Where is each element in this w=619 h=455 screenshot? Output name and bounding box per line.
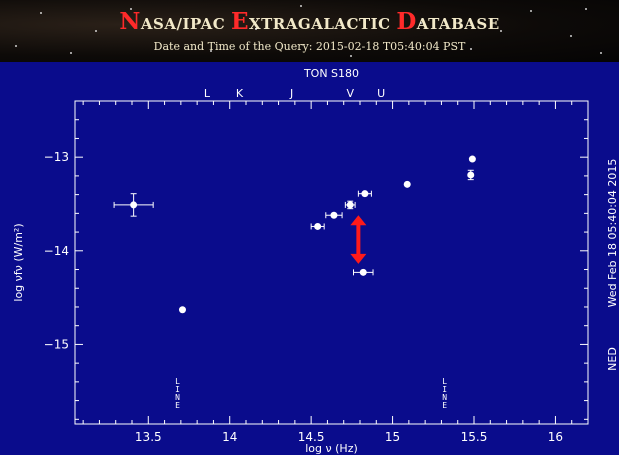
star-decoration — [255, 28, 257, 30]
red-double-arrow — [350, 215, 367, 264]
data-point — [467, 169, 475, 181]
data-marker — [346, 201, 354, 209]
arrow-head-down — [350, 253, 367, 264]
title-capital-letter: D — [396, 8, 417, 35]
data-point — [357, 190, 372, 198]
star-decoration — [570, 35, 572, 37]
star-decoration — [70, 52, 72, 54]
title-capital-letter: N — [119, 8, 141, 35]
title-word-rest: XTRAGALACTIC — [248, 15, 397, 33]
star-decoration — [130, 8, 132, 10]
x-tick-label: 15.5 — [461, 430, 488, 444]
photometric-band-label: J — [289, 87, 293, 100]
photometric-band-label: U — [377, 87, 385, 100]
x-tick-label: 14.5 — [298, 430, 325, 444]
star-decoration — [40, 12, 42, 14]
star-decoration — [15, 45, 17, 47]
star-decoration — [300, 5, 302, 7]
data-marker — [403, 180, 411, 188]
star-decoration — [420, 22, 422, 24]
y-tick-label: −14 — [44, 244, 69, 258]
arrow-head-up — [350, 215, 367, 226]
title-word-rest: ATABASE — [416, 15, 500, 33]
ned-label: NED — [606, 347, 619, 371]
title-word-rest: ASA/IPAC — [140, 15, 231, 33]
data-point — [468, 155, 476, 163]
data-marker — [361, 190, 369, 198]
y-tick-label: −13 — [44, 150, 69, 164]
x-tick-label: 13.5 — [135, 430, 162, 444]
query-date-subtitle: Date and Time of the Query: 2015-02-18 T… — [153, 40, 466, 53]
star-decoration — [500, 30, 502, 32]
photometric-band-label: V — [346, 87, 354, 100]
data-point — [178, 306, 186, 314]
x-tick-label: 15 — [385, 430, 400, 444]
data-marker — [467, 171, 475, 179]
ned-header-banner: NASA/IPAC EXTRAGALACTIC DATABASE Date an… — [0, 0, 619, 62]
star-decoration — [585, 8, 587, 10]
star-decoration — [95, 30, 97, 32]
data-marker — [314, 222, 322, 230]
ned-banner-title: NASA/IPAC EXTRAGALACTIC DATABASE — [0, 8, 619, 35]
x-tick-label: 14 — [222, 430, 237, 444]
chart-title: TON S180 — [303, 67, 359, 80]
plot-frame — [74, 100, 589, 425]
data-point — [403, 180, 411, 188]
title-capital-letter: E — [230, 8, 249, 35]
query-timestamp-label: Wed Feb 18 05:40:04 2015 — [606, 159, 619, 308]
x-axis-label: log ν (Hz) — [305, 442, 358, 455]
y-axis-label: log νfν (W/m²) — [12, 223, 25, 301]
star-decoration — [470, 48, 472, 50]
star-decoration — [350, 55, 352, 57]
data-marker — [130, 201, 138, 209]
star-decoration — [530, 10, 532, 12]
data-point — [352, 268, 374, 276]
data-marker — [330, 211, 338, 219]
x-tick-label: 16 — [548, 430, 563, 444]
data-marker — [178, 306, 186, 314]
star-decoration — [210, 50, 212, 52]
data-point — [113, 193, 154, 217]
data-marker — [468, 155, 476, 163]
photometric-band-label: K — [236, 87, 244, 100]
photometric-band-label: L — [204, 87, 211, 100]
y-tick-label: −15 — [44, 337, 69, 351]
data-point — [325, 211, 343, 219]
data-point — [344, 200, 356, 210]
star-decoration — [600, 52, 602, 54]
data-point — [310, 222, 325, 230]
data-marker — [359, 268, 367, 276]
